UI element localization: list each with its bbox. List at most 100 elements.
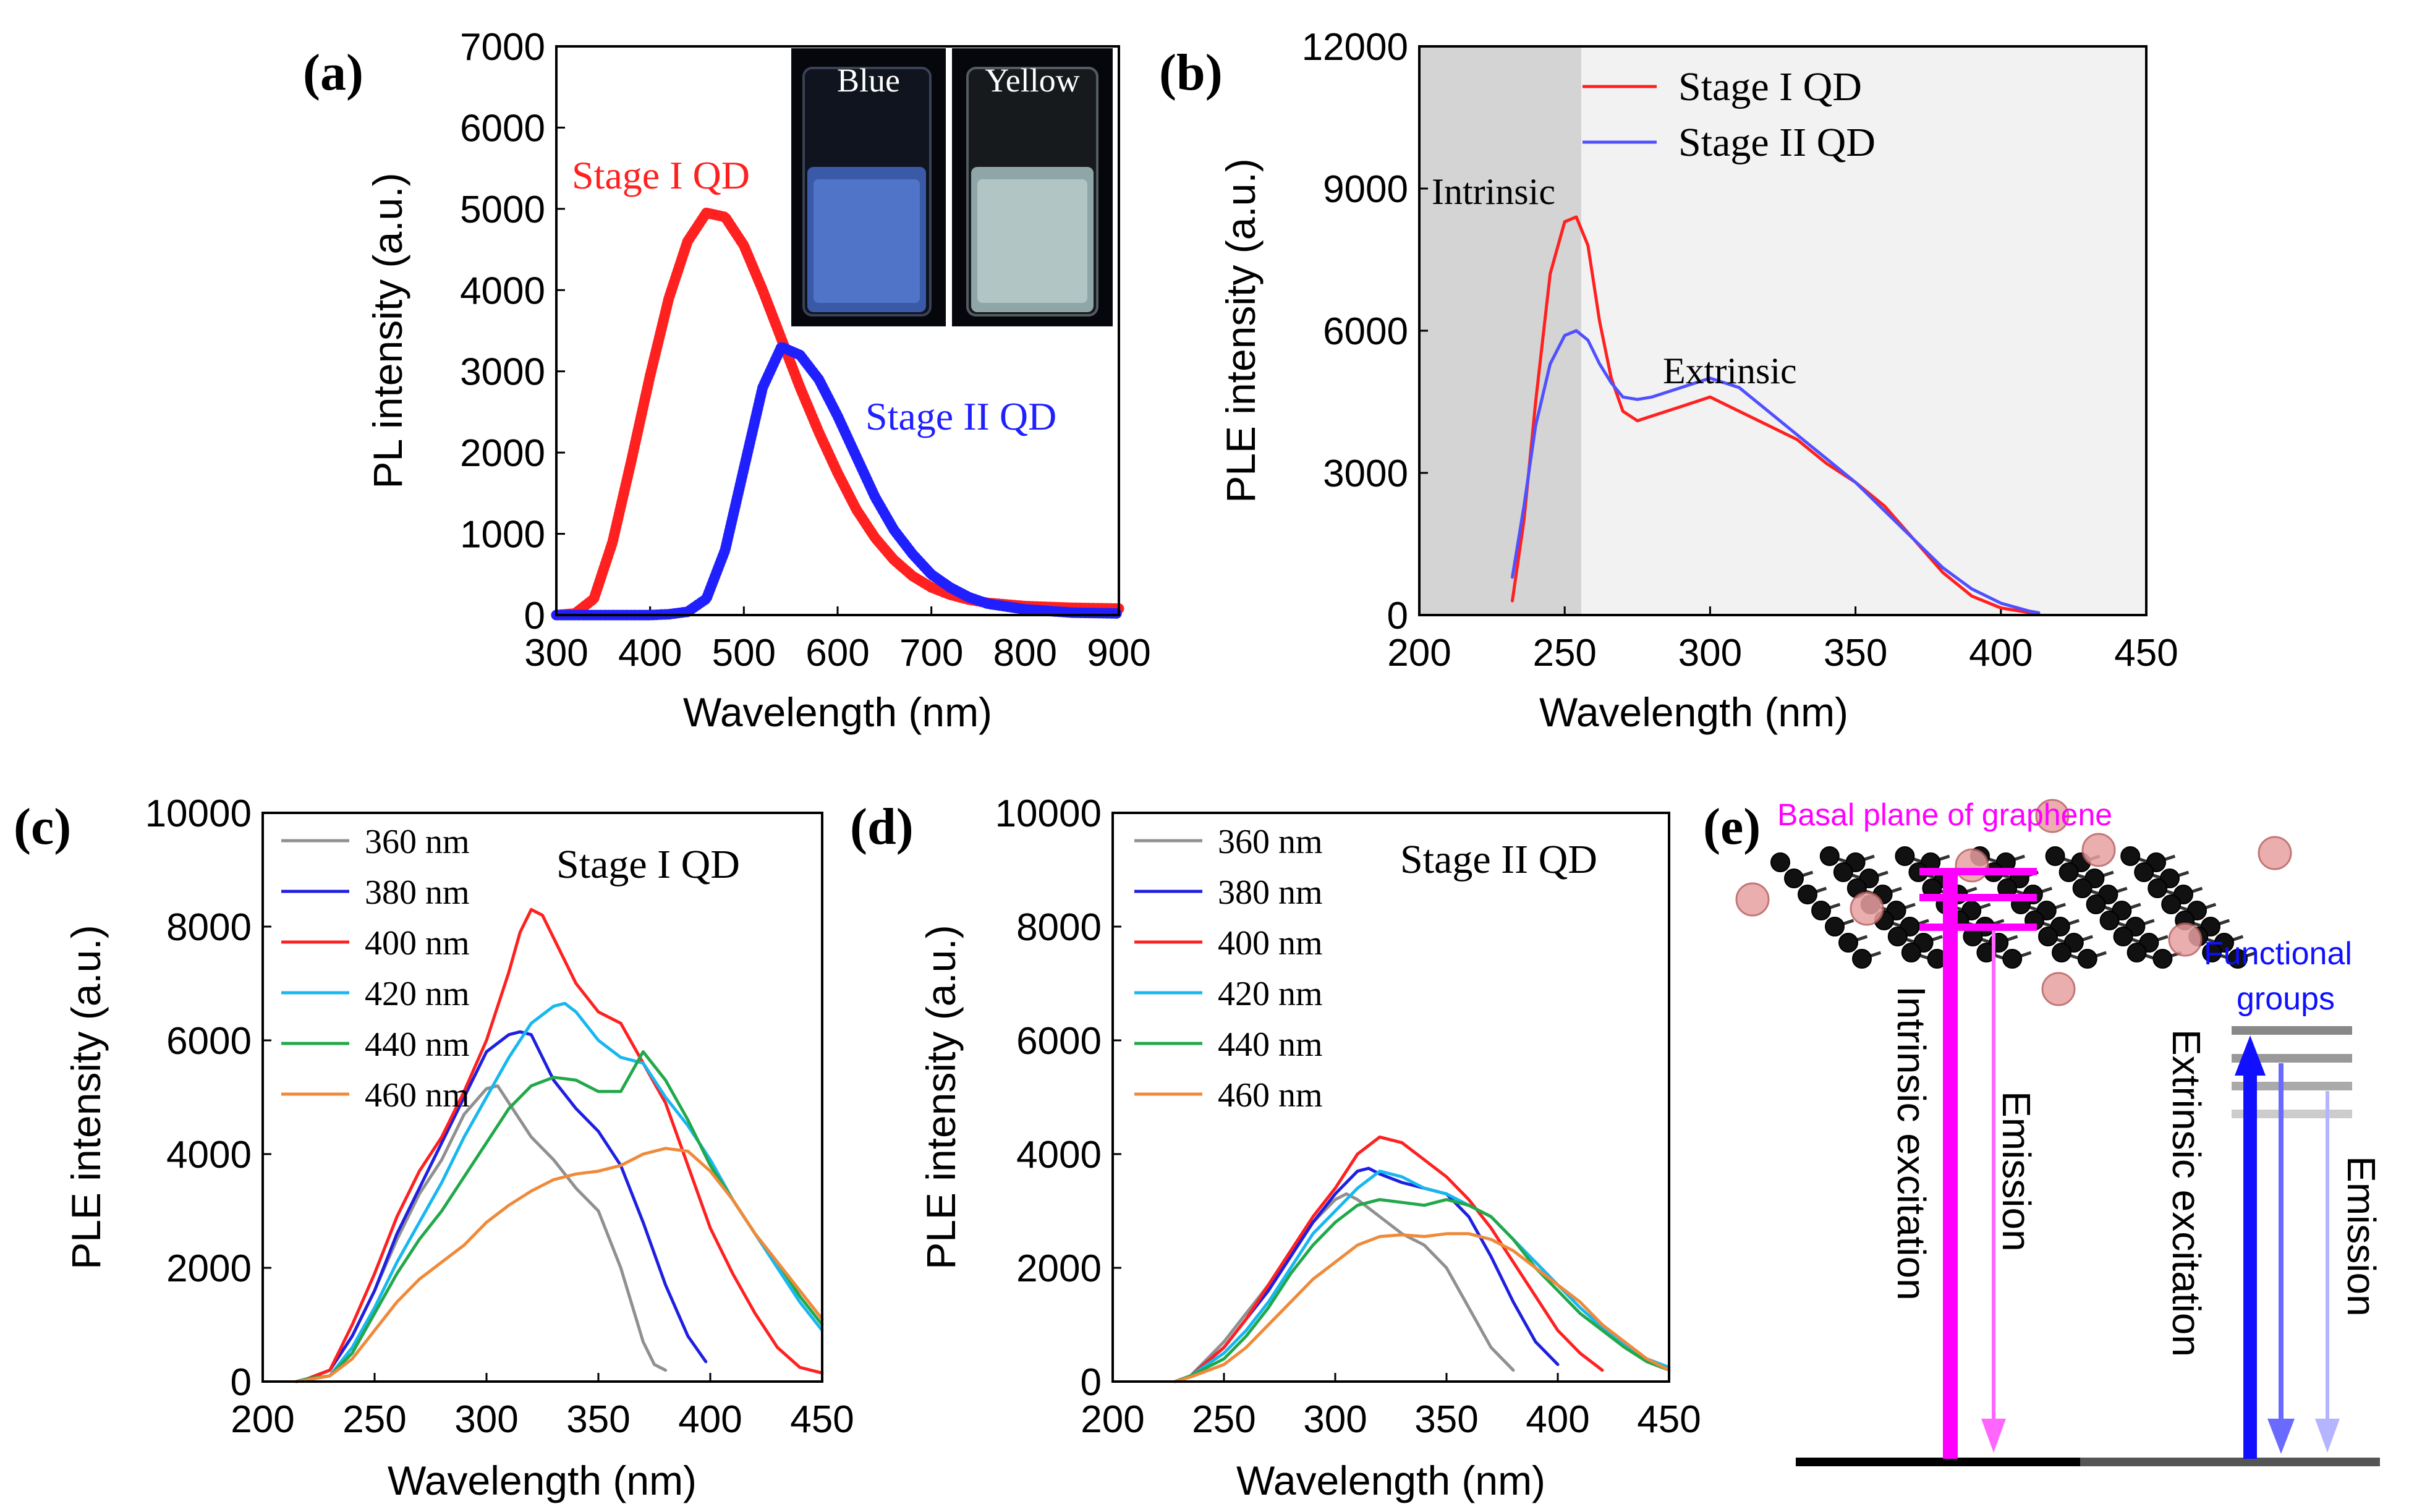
functional-groups-label-2: groups — [2237, 981, 2335, 1017]
legend-label: 460 nm — [365, 1076, 470, 1115]
carbon-atom — [2099, 911, 2120, 930]
x-tick-label: 450 — [2114, 632, 2178, 674]
legend-label: 420 nm — [365, 975, 470, 1013]
x-tick-label: 300 — [1678, 632, 1742, 674]
x-tick-label: 500 — [712, 632, 776, 674]
carbon-atom — [2038, 927, 2058, 946]
inset-label-yellow: Yellow — [985, 62, 1080, 99]
carbon-atom — [2161, 894, 2182, 914]
annotation-intrinsic: Intrinsic — [1432, 171, 1555, 212]
emission-label-2: Emission — [2339, 1156, 2384, 1317]
y-tick-label: 4000 — [166, 1134, 252, 1176]
legend-label-stage-i: Stage I QD — [1678, 64, 1862, 109]
carbon-atom — [1784, 869, 1804, 888]
y-tick-label: 4000 — [460, 270, 545, 312]
x-tick-label: 350 — [1414, 1398, 1478, 1441]
y-tick-label: 12000 — [1302, 26, 1408, 69]
functional-group-atom — [1955, 848, 1989, 883]
series-line-440-nm — [1173, 1198, 1671, 1383]
series-line-380-nm — [294, 1030, 708, 1383]
carbon-atom — [1833, 862, 1853, 882]
graphene-lattice-illustration — [1735, 799, 2292, 1006]
x-tick-label: 400 — [678, 1398, 742, 1441]
carbon-atom — [1887, 927, 1908, 946]
panel-label-e: (e) — [1703, 798, 1761, 856]
carbon-atom — [1819, 846, 1840, 866]
chart-b: 200 250 300 350 400 450 0 3000 6000 9000 12000 Sta… — [1218, 26, 2178, 735]
series-line-460-nm — [1173, 1232, 1671, 1383]
carbon-atom — [1895, 846, 1915, 866]
shade-intrinsic — [1419, 46, 1581, 615]
y-tick-label: 0 — [231, 1361, 252, 1404]
y-tick-label: 6000 — [166, 1020, 252, 1063]
panel-label-a: (a) — [303, 44, 363, 101]
x-tick-label: 250 — [1192, 1398, 1255, 1441]
x-axis-label: Wavelength (nm) — [388, 1458, 697, 1503]
carbon-atom — [2152, 949, 2173, 969]
x-tick-label: 200 — [231, 1398, 294, 1441]
legend-label: 380 nm — [365, 873, 470, 912]
legend-label: 360 nm — [1218, 823, 1323, 861]
x-tick-label: 600 — [805, 632, 869, 674]
y-tick-label: 2000 — [460, 432, 545, 475]
carbon-atom — [2052, 943, 2071, 962]
x-tick-label: 700 — [899, 632, 963, 674]
x-tick-label: 300 — [454, 1398, 518, 1441]
inset-photo: Blue Yellow — [791, 48, 1113, 326]
y-tick-label: 6000 — [1323, 310, 1408, 353]
series-line-360-nm — [1173, 1192, 1515, 1383]
x-tick-label: 200 — [1387, 632, 1451, 674]
panel-label-c: (c) — [14, 798, 71, 856]
x-tick-label: 400 — [1526, 1398, 1589, 1441]
shade-extrinsic — [1581, 46, 2146, 615]
carbon-atom — [2086, 894, 2106, 914]
functional-group-atom — [2168, 922, 2203, 957]
y-tick-label: 5000 — [460, 189, 545, 231]
extrinsic-excitation-label: Extrinsic excitation — [2164, 1029, 2209, 1357]
intrinsic-excitation-label: Intrinsic excitation — [1889, 986, 1934, 1301]
chart-title: Stage II QD — [1400, 837, 1597, 882]
carbon-atom — [2126, 943, 2147, 962]
plot-frame — [1418, 45, 2148, 616]
basal-plane-label: Basal plane of graphene — [1777, 797, 2112, 832]
x-tick-label: 200 — [1081, 1398, 1144, 1441]
emission-arrowhead-intrinsic — [1981, 1419, 2006, 1453]
plot-frame — [555, 45, 1120, 616]
x-tick-label: 800 — [993, 632, 1057, 674]
annotation-extrinsic: Extrinsic — [1663, 350, 1797, 391]
series-line-stage-ii-qd — [1511, 329, 2041, 614]
x-tick-label: 450 — [790, 1398, 854, 1441]
carbon-atom — [1798, 885, 1817, 904]
carbon-atom — [2045, 846, 2065, 866]
legend-label: 400 nm — [1218, 924, 1323, 962]
y-tick-label: 0 — [524, 595, 545, 637]
panel-label-b: (b) — [1159, 44, 1223, 101]
series-line-stage-i-qd — [1511, 215, 2041, 616]
x-axis-label: Wavelength (nm) — [683, 689, 992, 735]
legend-label: 440 nm — [1218, 1026, 1323, 1064]
panel-label-d: (d) — [850, 798, 914, 856]
series-line-400-nm — [294, 907, 824, 1383]
carbon-atom — [1838, 933, 1858, 953]
y-tick-label: 7000 — [460, 26, 545, 69]
y-tick-label: 6000 — [1016, 1020, 1102, 1063]
y-tick-label: 3000 — [1323, 452, 1408, 495]
x-axis-label: Wavelength (nm) — [1539, 689, 1848, 735]
y-axis-label: PLE intensity (a.u.) — [918, 925, 964, 1270]
y-tick-label: 9000 — [1323, 168, 1408, 211]
x-tick-label: 250 — [1532, 632, 1596, 674]
y-axis-label: PLE intensity (a.u.) — [1218, 158, 1264, 503]
y-tick-label: 4000 — [1016, 1134, 1102, 1176]
series-line-420-nm — [1173, 1170, 1671, 1383]
carbon-atom — [2072, 878, 2092, 898]
chart-a: 300 400 500 600 700 800 900 0 1000 2000 3000 4000 50… — [365, 26, 1151, 735]
legend-label: 420 nm — [1218, 975, 1323, 1013]
series-line-460-nm — [294, 1147, 824, 1383]
carbon-atom — [2134, 862, 2154, 882]
x-tick-label: 900 — [1087, 632, 1150, 674]
carbon-atom — [1770, 852, 1790, 872]
y-tick-label: 8000 — [166, 906, 252, 949]
carbon-atom — [2113, 927, 2133, 946]
chart-c: 200 250 300 350 400 450 0 2000 4000 6000 8000 10000… — [63, 792, 854, 1503]
